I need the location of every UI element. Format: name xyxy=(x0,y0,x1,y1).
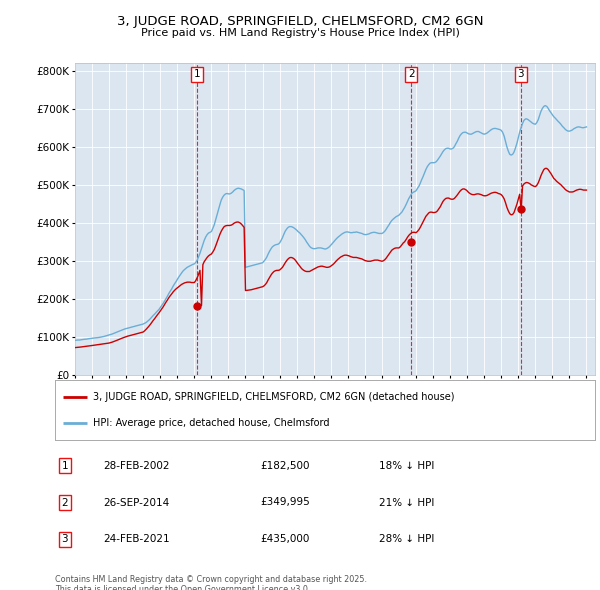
Text: 18% ↓ HPI: 18% ↓ HPI xyxy=(379,461,434,471)
Text: £349,995: £349,995 xyxy=(260,497,310,507)
Text: 1: 1 xyxy=(194,70,200,80)
Text: 3: 3 xyxy=(518,70,524,80)
Text: 3, JUDGE ROAD, SPRINGFIELD, CHELMSFORD, CM2 6GN (detached house): 3, JUDGE ROAD, SPRINGFIELD, CHELMSFORD, … xyxy=(93,392,454,402)
Text: 28% ↓ HPI: 28% ↓ HPI xyxy=(379,535,434,545)
Text: 26-SEP-2014: 26-SEP-2014 xyxy=(104,497,170,507)
Text: £182,500: £182,500 xyxy=(260,461,310,471)
Text: Price paid vs. HM Land Registry's House Price Index (HPI): Price paid vs. HM Land Registry's House … xyxy=(140,28,460,38)
Text: 3: 3 xyxy=(61,535,68,545)
Text: 24-FEB-2021: 24-FEB-2021 xyxy=(104,535,170,545)
Text: 2: 2 xyxy=(408,70,415,80)
Text: 3, JUDGE ROAD, SPRINGFIELD, CHELMSFORD, CM2 6GN: 3, JUDGE ROAD, SPRINGFIELD, CHELMSFORD, … xyxy=(117,15,483,28)
Text: 2: 2 xyxy=(61,497,68,507)
Text: 1: 1 xyxy=(61,461,68,471)
Text: 28-FEB-2002: 28-FEB-2002 xyxy=(104,461,170,471)
Text: 21% ↓ HPI: 21% ↓ HPI xyxy=(379,497,434,507)
Text: Contains HM Land Registry data © Crown copyright and database right 2025.
This d: Contains HM Land Registry data © Crown c… xyxy=(55,575,367,590)
Text: £435,000: £435,000 xyxy=(260,535,310,545)
Text: HPI: Average price, detached house, Chelmsford: HPI: Average price, detached house, Chel… xyxy=(93,418,329,428)
